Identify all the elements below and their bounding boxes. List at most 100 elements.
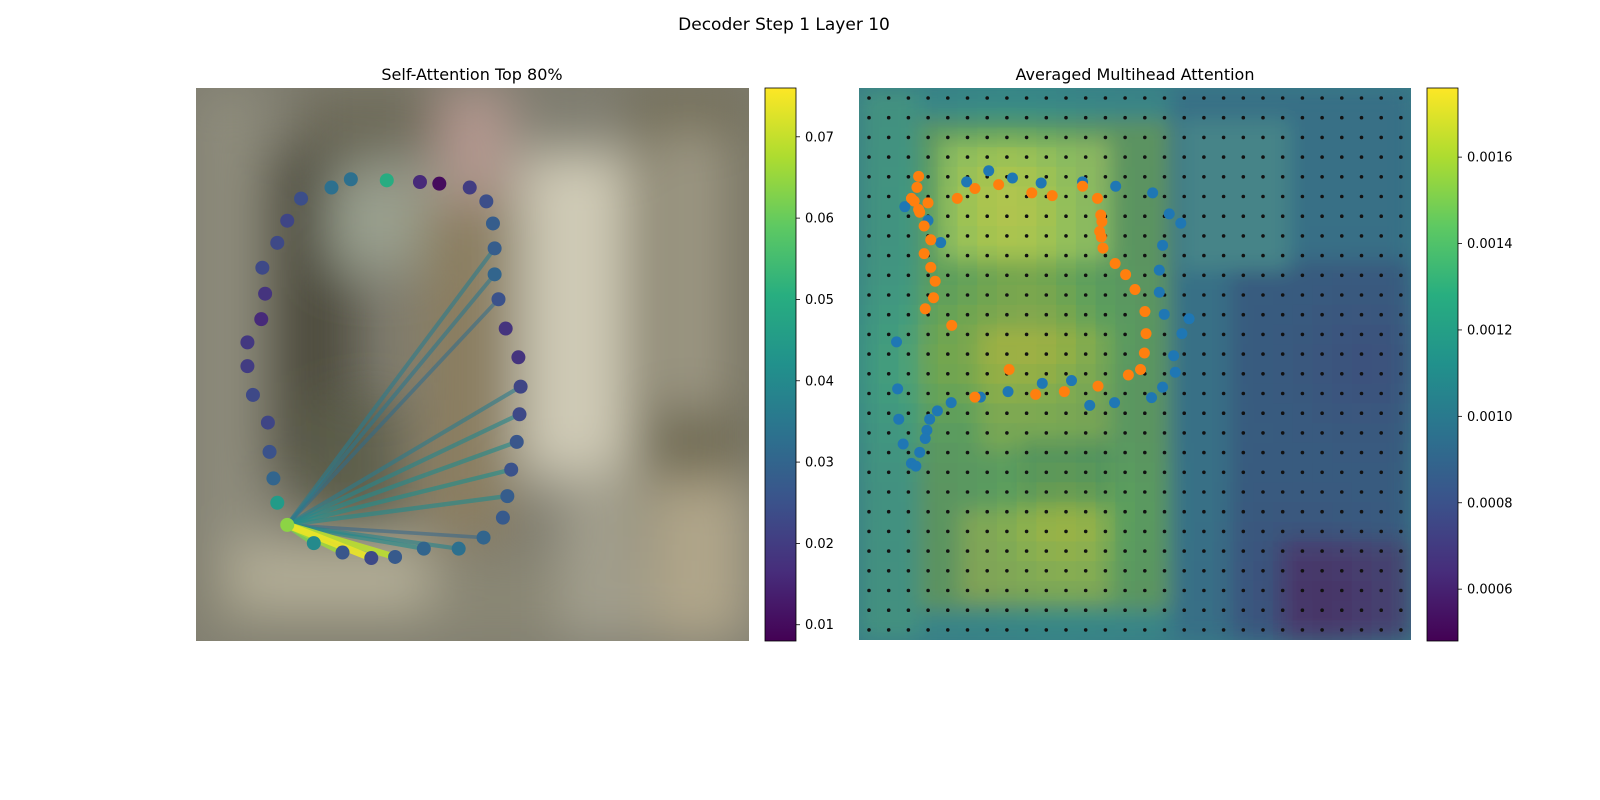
grid-dot: [867, 194, 871, 199]
grid-dot: [1044, 135, 1049, 140]
grid-dot: [1162, 588, 1167, 593]
grid-dot: [1083, 569, 1088, 573]
grid-dot: [985, 234, 989, 238]
orange-contour-point: [1135, 364, 1147, 376]
orange-contour-point: [913, 203, 925, 215]
grid-dot: [886, 214, 891, 218]
grid-dot: [906, 608, 911, 612]
grid-dot: [1044, 352, 1049, 356]
grid-dot: [1320, 214, 1324, 218]
grid-dot: [985, 411, 989, 416]
grid-dot: [1064, 628, 1068, 632]
grid-dot: [906, 253, 911, 258]
orange-contour-point: [1003, 364, 1015, 376]
grid-dot: [1379, 273, 1383, 278]
grid-dot: [1399, 608, 1403, 612]
grid-dot: [1103, 253, 1108, 258]
grid-dot: [1320, 470, 1324, 475]
grid-dot: [985, 431, 989, 435]
grid-dot: [1103, 529, 1108, 534]
grid-dot: [1202, 431, 1206, 435]
grid-dot: [1399, 96, 1403, 100]
grid-dot: [946, 352, 950, 356]
grid-dot: [1320, 135, 1324, 140]
grid-dot: [985, 608, 989, 612]
grid-dot: [1300, 135, 1305, 140]
grid-dot: [1241, 135, 1246, 140]
grid-dot: [1359, 490, 1364, 494]
grid-dot: [1044, 431, 1049, 435]
grid-dot: [1359, 115, 1364, 120]
grid-dot: [1379, 549, 1383, 553]
grid-dot: [1103, 175, 1108, 179]
grid-dot: [965, 273, 970, 278]
grid-dot: [1024, 509, 1029, 514]
grid-dot: [1083, 431, 1088, 435]
keypoint: [294, 191, 309, 206]
grid-dot: [965, 509, 970, 514]
grid-dot: [1044, 155, 1049, 159]
grid-dot: [1221, 490, 1226, 494]
grid-dot: [1103, 194, 1108, 199]
grid-dot: [867, 175, 871, 179]
grid-dot: [1399, 470, 1403, 475]
grid-dot: [985, 529, 989, 534]
orange-contour-point: [993, 179, 1005, 191]
grid-dot: [1280, 155, 1285, 159]
grid-dot: [1064, 588, 1068, 593]
grid-dot: [1300, 569, 1305, 573]
grid-dot: [1103, 96, 1108, 100]
grid-dot: [1182, 293, 1186, 297]
grid-dot: [985, 253, 989, 258]
grid-dot: [1320, 608, 1324, 612]
grid-dot: [1083, 588, 1088, 593]
grid-dot: [886, 509, 891, 514]
grid-dot: [1083, 549, 1088, 553]
grid-dot: [1379, 293, 1383, 297]
grid-dot: [1182, 175, 1186, 179]
keypoint: [491, 292, 506, 307]
grid-dot: [1320, 293, 1324, 297]
grid-dot: [906, 234, 911, 238]
grid-dot: [1379, 391, 1383, 396]
orange-contour-point: [951, 192, 963, 204]
grid-dot: [965, 569, 970, 573]
grid-dot: [1280, 214, 1285, 218]
grid-dot: [926, 529, 930, 534]
grid-dot: [1123, 175, 1127, 179]
grid-dot: [1182, 372, 1186, 376]
grid-dot: [1280, 411, 1285, 416]
grid-dot: [1005, 450, 1009, 455]
grid-dot: [1044, 391, 1049, 396]
blue-contour-point: [1158, 308, 1170, 320]
keypoint: [511, 350, 526, 365]
grid-dot: [1280, 234, 1285, 238]
grid-dot: [1083, 608, 1088, 612]
grid-dot: [1280, 628, 1285, 632]
grid-dot: [1261, 608, 1265, 612]
grid-dot: [1241, 293, 1246, 297]
grid-dot: [1340, 115, 1344, 120]
grid-dot: [1320, 234, 1324, 238]
grid-dot: [1261, 214, 1265, 218]
grid-dot: [1064, 253, 1068, 258]
keypoint: [512, 407, 527, 422]
grid-dot: [1241, 529, 1246, 534]
blue-contour-point: [1176, 328, 1188, 340]
grid-dot: [1340, 470, 1344, 475]
grid-dot: [946, 608, 950, 612]
grid-dot: [1044, 372, 1049, 376]
grid-dot: [946, 628, 950, 632]
grid-dot: [1399, 312, 1403, 317]
grid-dot: [1162, 175, 1167, 179]
grid-dot: [1320, 175, 1324, 179]
grid-dot: [1123, 214, 1127, 218]
grid-dot: [1359, 549, 1364, 553]
keypoint: [280, 213, 295, 228]
grid-dot: [906, 450, 911, 455]
keypoint: [479, 194, 494, 209]
orange-contour-point: [969, 182, 981, 194]
grid-dot: [1162, 509, 1167, 514]
grid-dot: [1064, 372, 1068, 376]
grid-dot: [965, 194, 970, 199]
